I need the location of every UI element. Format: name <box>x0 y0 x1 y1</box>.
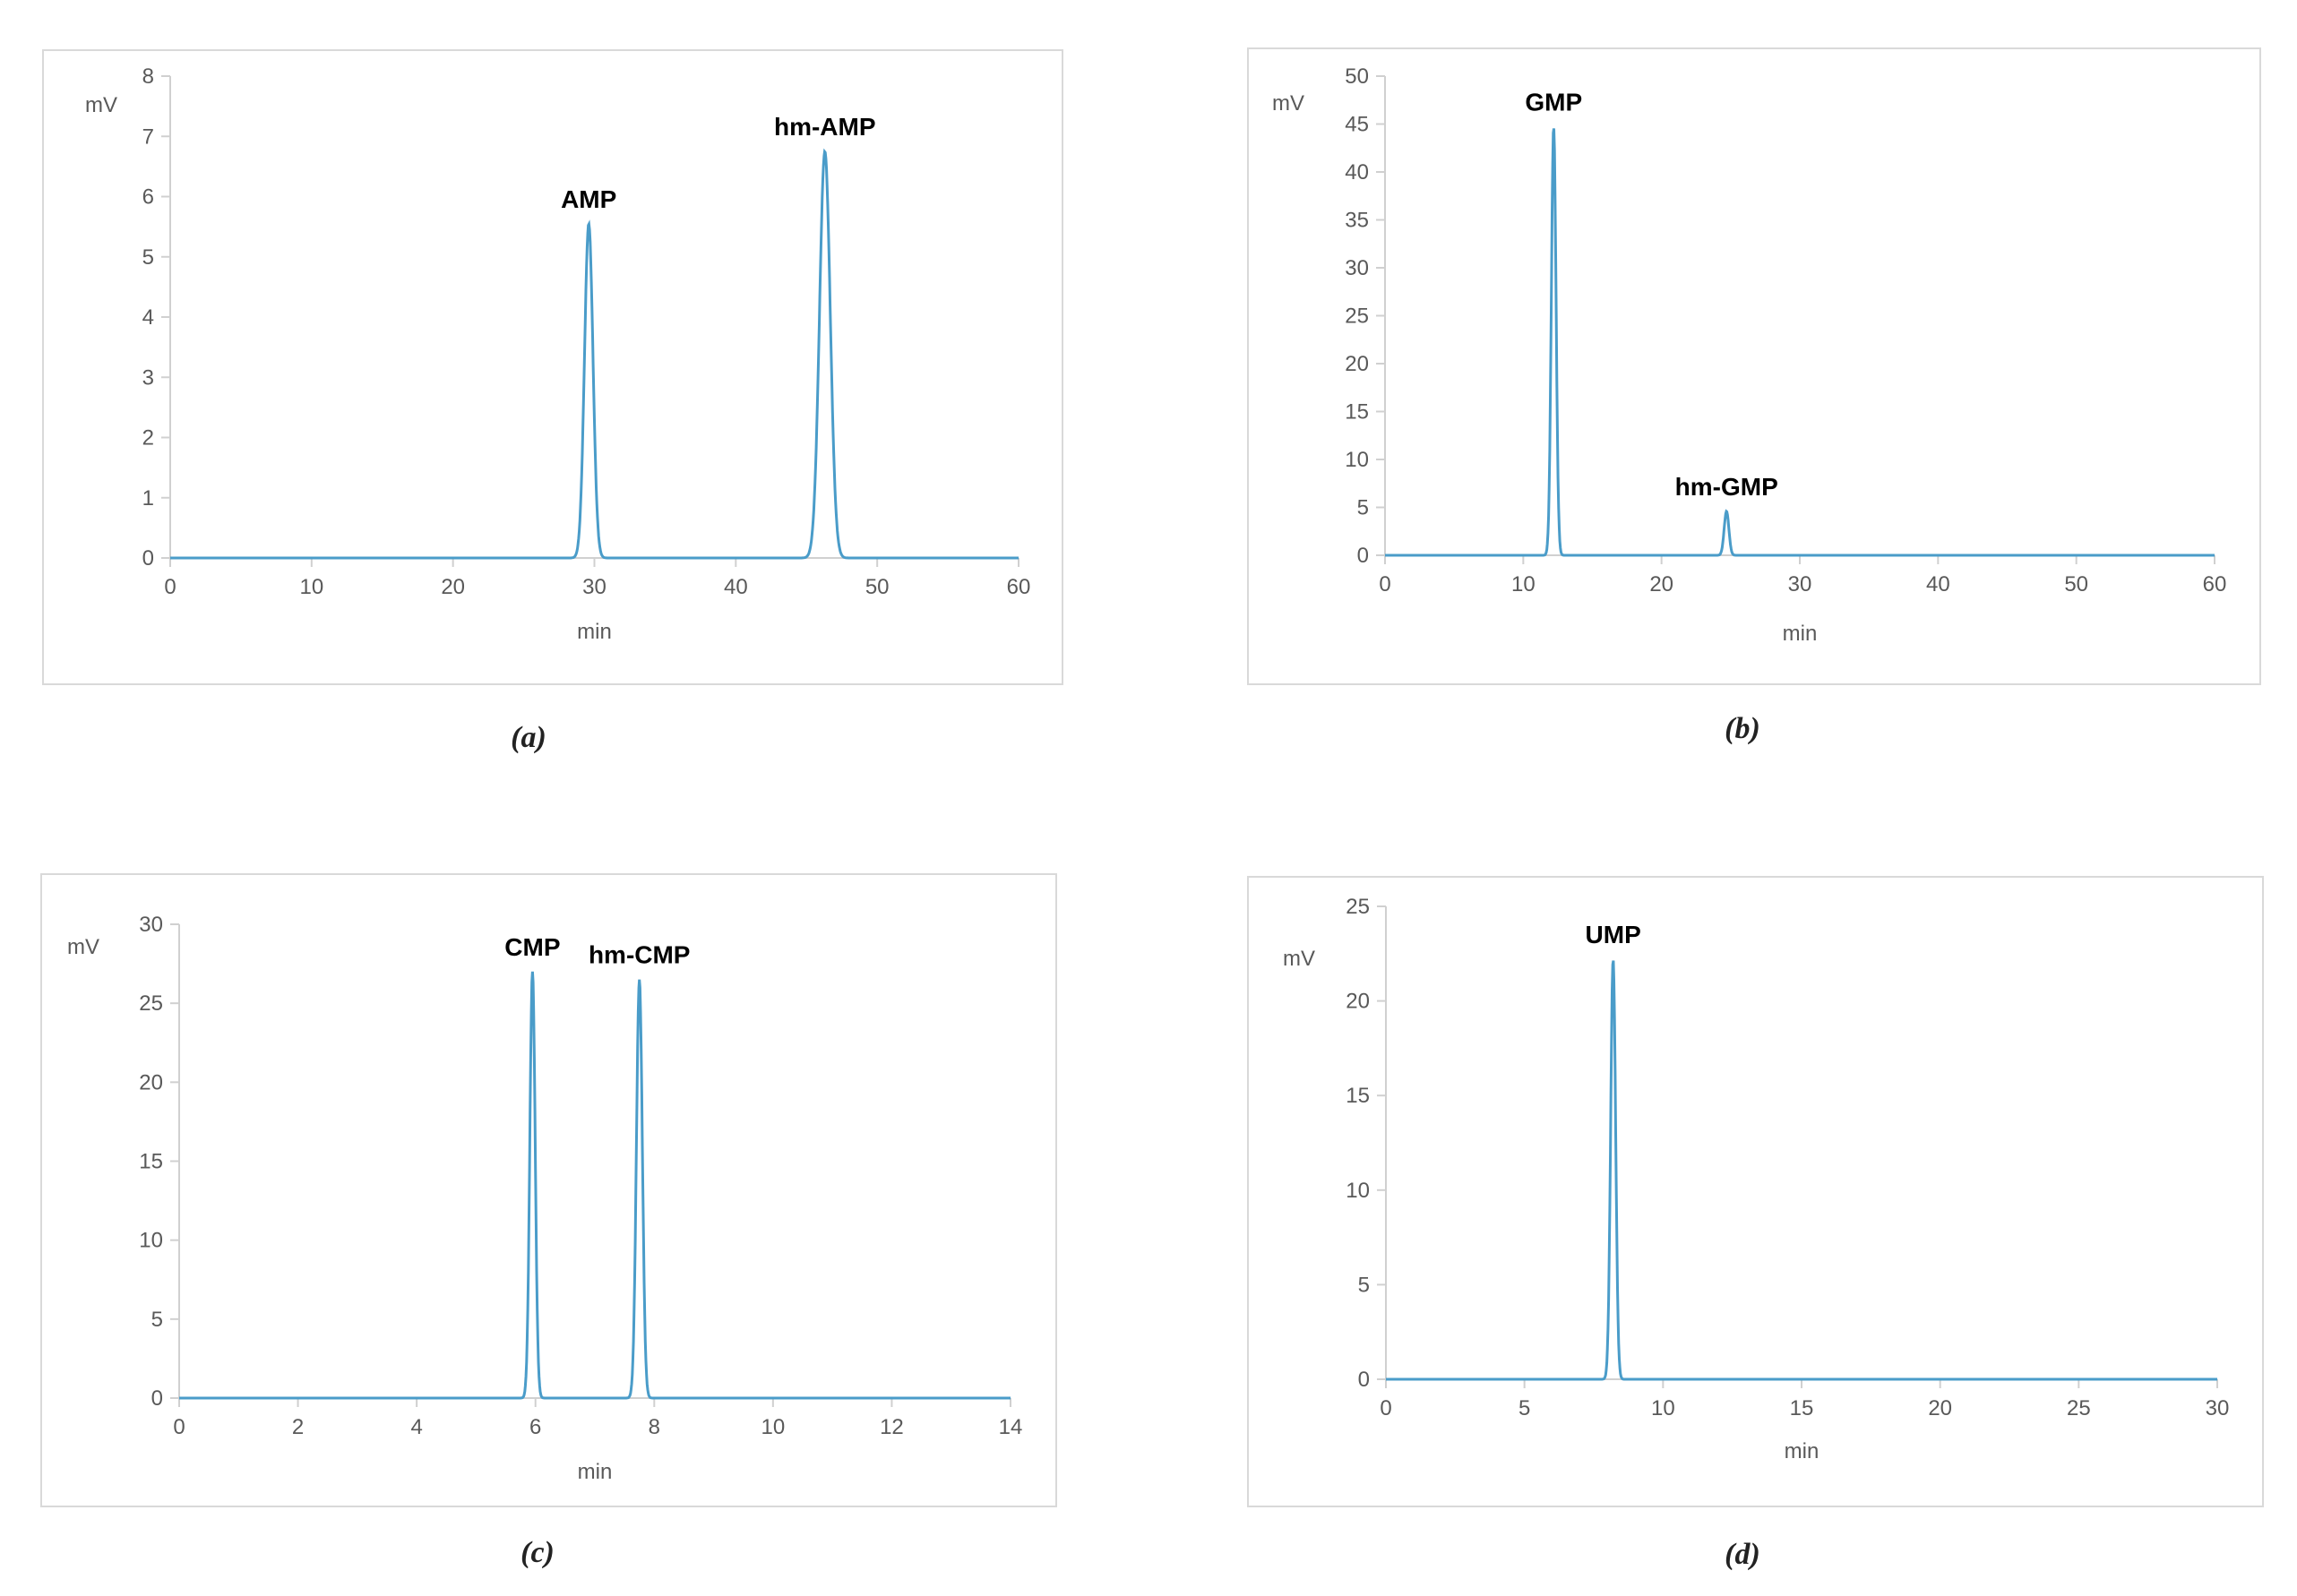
panel-caption-a: (a) <box>511 721 546 754</box>
y-tick-label: 1 <box>142 486 154 511</box>
peak-label: UMP <box>1586 921 1641 948</box>
x-tick-label: 15 <box>1790 1396 1814 1420</box>
x-tick-label: 2 <box>292 1415 304 1439</box>
peak-label: hm-AMP <box>774 113 876 141</box>
y-tick-label: 5 <box>151 1308 163 1332</box>
chart-frame-d <box>1247 876 2264 1507</box>
y-tick-label: 8 <box>142 64 154 89</box>
x-tick-label: 10 <box>1511 572 1536 596</box>
x-tick-label: 25 <box>2067 1396 2091 1420</box>
x-tick-label: 30 <box>582 575 607 599</box>
x-tick-label: 20 <box>1928 1396 1952 1420</box>
x-tick-label: 40 <box>1926 572 1950 596</box>
y-tick-label: 3 <box>142 365 154 390</box>
x-tick-label: 50 <box>865 575 890 599</box>
y-axis-unit-label: mV <box>67 935 99 959</box>
y-tick-label: 5 <box>1357 496 1369 520</box>
x-tick-label: 8 <box>649 1415 660 1439</box>
x-tick-label: 60 <box>2203 572 2227 596</box>
y-tick-label: 15 <box>139 1150 163 1174</box>
y-tick-label: 2 <box>142 426 154 450</box>
x-tick-label: 20 <box>441 575 465 599</box>
x-tick-label: 12 <box>880 1415 904 1439</box>
y-tick-label: 40 <box>1345 160 1369 184</box>
chart-frame-b <box>1247 47 2261 685</box>
panel-caption-d: (d) <box>1725 1538 1760 1571</box>
chromatogram-b: 0 5 10 15 20 25 30 35 40 45 50 0 10 20 30 40 50 60 mV min GM… <box>1272 64 2227 646</box>
peak-label: hm-GMP <box>1675 473 1778 501</box>
x-axis-unit-label: min <box>578 1460 613 1484</box>
x-tick-label: 50 <box>2064 572 2088 596</box>
y-tick-label: 10 <box>1346 1179 1370 1203</box>
chromatogram-trace <box>170 148 1019 560</box>
panel-caption-c: (c) <box>520 1536 555 1569</box>
x-axis-unit-label: min <box>1783 622 1818 646</box>
y-tick-label: 20 <box>139 1070 163 1094</box>
y-tick-label: 25 <box>1345 305 1369 329</box>
y-tick-label: 7 <box>142 124 154 149</box>
y-axis-unit-label: mV <box>85 93 117 117</box>
x-axis-unit-label: min <box>577 620 612 644</box>
chart-frame-c <box>40 873 1057 1507</box>
y-tick-label: 35 <box>1345 209 1369 233</box>
y-tick-label: 50 <box>1345 64 1369 89</box>
chromatogram-trace <box>1385 128 2215 557</box>
y-tick-label: 30 <box>139 913 163 937</box>
x-tick-label: 60 <box>1007 575 1031 599</box>
chromatogram-d: 0 5 10 15 20 25 0 5 10 15 20 25 30 mV min UMP <box>1283 895 2230 1463</box>
x-tick-label: 5 <box>1518 1396 1530 1420</box>
x-tick-label: 20 <box>1649 572 1673 596</box>
x-tick-label: 40 <box>724 575 748 599</box>
chart-frame-a <box>42 49 1063 685</box>
x-axis-unit-label: min <box>1785 1439 1820 1463</box>
chromatogram-trace <box>1386 960 2217 1381</box>
x-tick-label: 4 <box>410 1415 422 1439</box>
y-tick-label: 0 <box>1357 544 1369 568</box>
y-tick-label: 30 <box>1345 256 1369 280</box>
x-tick-label: 14 <box>999 1415 1023 1439</box>
y-tick-label: 10 <box>1345 448 1369 472</box>
peak-label: hm-CMP <box>589 941 691 969</box>
y-tick-label: 0 <box>142 546 154 571</box>
chromatogram-c: 0 5 10 15 20 25 30 0 2 4 6 8 10 12 14 mV min CMP hm-CMP <box>67 913 1023 1484</box>
y-tick-label: 45 <box>1345 113 1369 137</box>
y-tick-label: 15 <box>1345 400 1369 425</box>
x-tick-label: 30 <box>1788 572 1812 596</box>
y-tick-label: 0 <box>151 1386 163 1411</box>
y-tick-label: 25 <box>139 991 163 1016</box>
y-tick-label: 10 <box>139 1229 163 1253</box>
y-tick-label: 15 <box>1346 1084 1370 1108</box>
y-tick-label: 6 <box>142 185 154 210</box>
x-tick-label: 0 <box>173 1415 185 1439</box>
peak-label: AMP <box>561 185 616 213</box>
panel-caption-b: (b) <box>1725 712 1760 745</box>
x-tick-label: 30 <box>2206 1396 2230 1420</box>
chromatogram-a: 0 1 2 3 4 5 6 7 8 0 10 20 30 40 50 60 mV min AMP hm-AMP <box>85 64 1031 644</box>
peak-label: GMP <box>1525 89 1582 116</box>
x-tick-label: 10 <box>761 1415 786 1439</box>
x-tick-label: 0 <box>1379 572 1390 596</box>
y-tick-label: 25 <box>1346 895 1370 919</box>
y-tick-label: 4 <box>142 305 154 330</box>
y-tick-label: 20 <box>1345 352 1369 376</box>
y-tick-label: 20 <box>1346 990 1370 1014</box>
x-tick-label: 6 <box>529 1415 541 1439</box>
peak-label: CMP <box>504 933 560 961</box>
x-tick-label: 0 <box>1380 1396 1391 1420</box>
y-axis-unit-label: mV <box>1283 947 1315 971</box>
y-tick-label: 5 <box>142 245 154 270</box>
chromatogram-trace <box>179 971 1011 1400</box>
y-tick-label: 0 <box>1358 1368 1370 1392</box>
x-tick-label: 10 <box>299 575 323 599</box>
x-tick-label: 0 <box>164 575 176 599</box>
y-tick-label: 5 <box>1358 1273 1370 1297</box>
x-tick-label: 10 <box>1651 1396 1675 1420</box>
y-axis-unit-label: mV <box>1272 91 1304 116</box>
